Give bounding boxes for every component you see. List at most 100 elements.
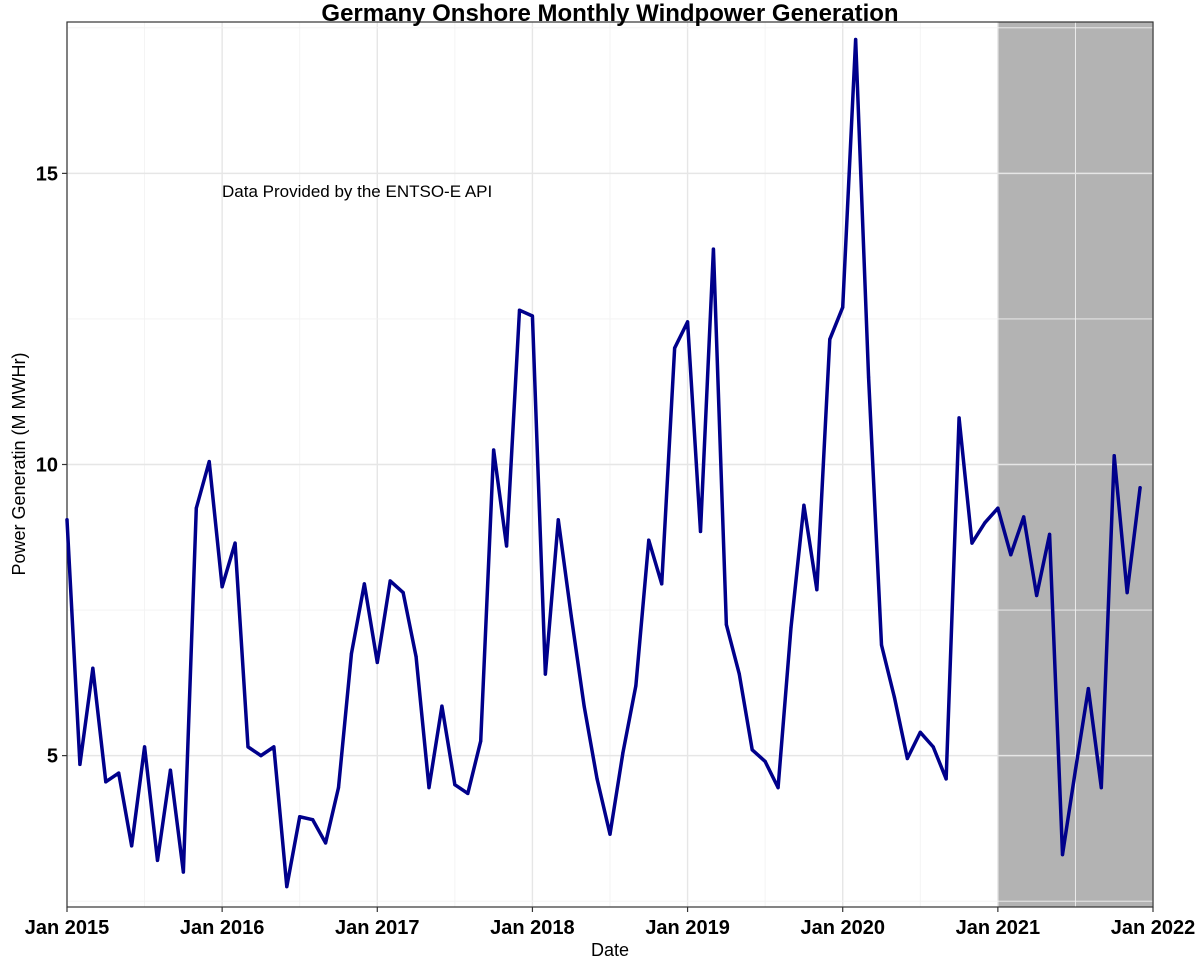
data-point [1086,687,1090,691]
data-point [1047,532,1052,536]
data-point [233,541,237,545]
data-point [854,37,858,42]
data-point [91,666,95,670]
data-point [168,768,173,772]
data-point [698,529,703,534]
data-point [259,754,263,758]
data-point [1099,786,1103,790]
data-point [569,614,573,618]
x-tick-label: Jan 2018 [490,917,575,939]
data-point [298,815,302,819]
data-point [737,672,741,676]
series-line [65,37,1142,889]
data-point [983,521,987,525]
data-point [673,346,677,350]
data-point [582,704,586,708]
data-point [142,745,147,749]
y-tick-label: 10 [36,455,58,477]
data-point [556,518,560,522]
data-point [246,745,250,749]
data-point [181,870,185,874]
data-point [1060,853,1065,857]
x-axis-label: Date [591,940,629,960]
x-tick-label: Jan 2015 [25,917,110,939]
data-point [996,506,1000,510]
data-point [789,625,793,630]
x-tick-label: Jan 2022 [1111,917,1196,939]
data-point [1009,553,1013,557]
data-point [388,579,392,583]
data-point [711,247,716,251]
data-point [194,506,198,510]
y-axis-label: Power Generatin (M MWHr) [9,352,29,575]
x-tick-label: Jan 2021 [956,917,1041,939]
chart-title: Germany Onshore Monthly Windpower Genera… [321,0,898,27]
data-point [1035,593,1039,598]
data-point [1112,454,1116,458]
data-point [763,759,767,764]
x-tick-label: Jan 2020 [800,917,885,939]
data-point [492,448,496,452]
data-point [401,590,405,595]
chart-annotation: Data Provided by the ENTSO-E API [222,182,492,201]
data-point [479,739,483,743]
data-point [685,320,690,324]
data-point [427,786,431,790]
data-point [207,459,211,464]
data-point [504,544,509,548]
data-point [414,655,418,659]
data-point [530,314,535,318]
data-point [621,751,625,755]
data-point [828,337,832,341]
data-point [336,786,341,790]
x-tick-label: Jan 2019 [645,917,730,939]
data-point [776,786,780,790]
data-point [65,518,69,522]
y-tick-label: 15 [36,163,58,185]
data-point [1125,590,1129,595]
data-point [841,305,845,309]
data-point [220,585,224,589]
x-tick-label: Jan 2016 [180,917,265,939]
data-point [78,762,82,766]
data-point [957,416,961,420]
data-point [970,541,974,545]
data-point [931,745,935,749]
data-point [272,745,276,749]
data-point [905,756,909,761]
y-tick-label: 5 [47,746,58,768]
data-point [543,672,547,676]
data-point [815,588,819,592]
data-point [660,582,664,586]
data-point [802,503,806,507]
data-point [647,538,651,542]
data-point [1022,515,1026,519]
x-tick-label: Jan 2017 [335,917,420,939]
data-point [724,623,728,627]
data-point [634,684,638,688]
data-point [517,308,522,312]
data-point [155,858,160,863]
data-point [944,777,948,781]
data-point [466,791,470,796]
data-point [375,660,379,665]
data-point [285,885,289,889]
data-point [453,783,457,787]
data-point [918,730,922,734]
data-point [323,841,328,845]
data-point [362,582,366,586]
data-point [1073,768,1078,772]
data-point [104,780,108,784]
data-point [879,643,884,647]
data-point [130,844,134,848]
data-point [1138,486,1142,490]
data-point [117,771,121,775]
data-point [892,695,897,699]
data-point [349,652,354,656]
data-point [608,832,612,836]
data-point [440,704,444,708]
data-point [595,777,599,781]
data-point [750,748,754,752]
